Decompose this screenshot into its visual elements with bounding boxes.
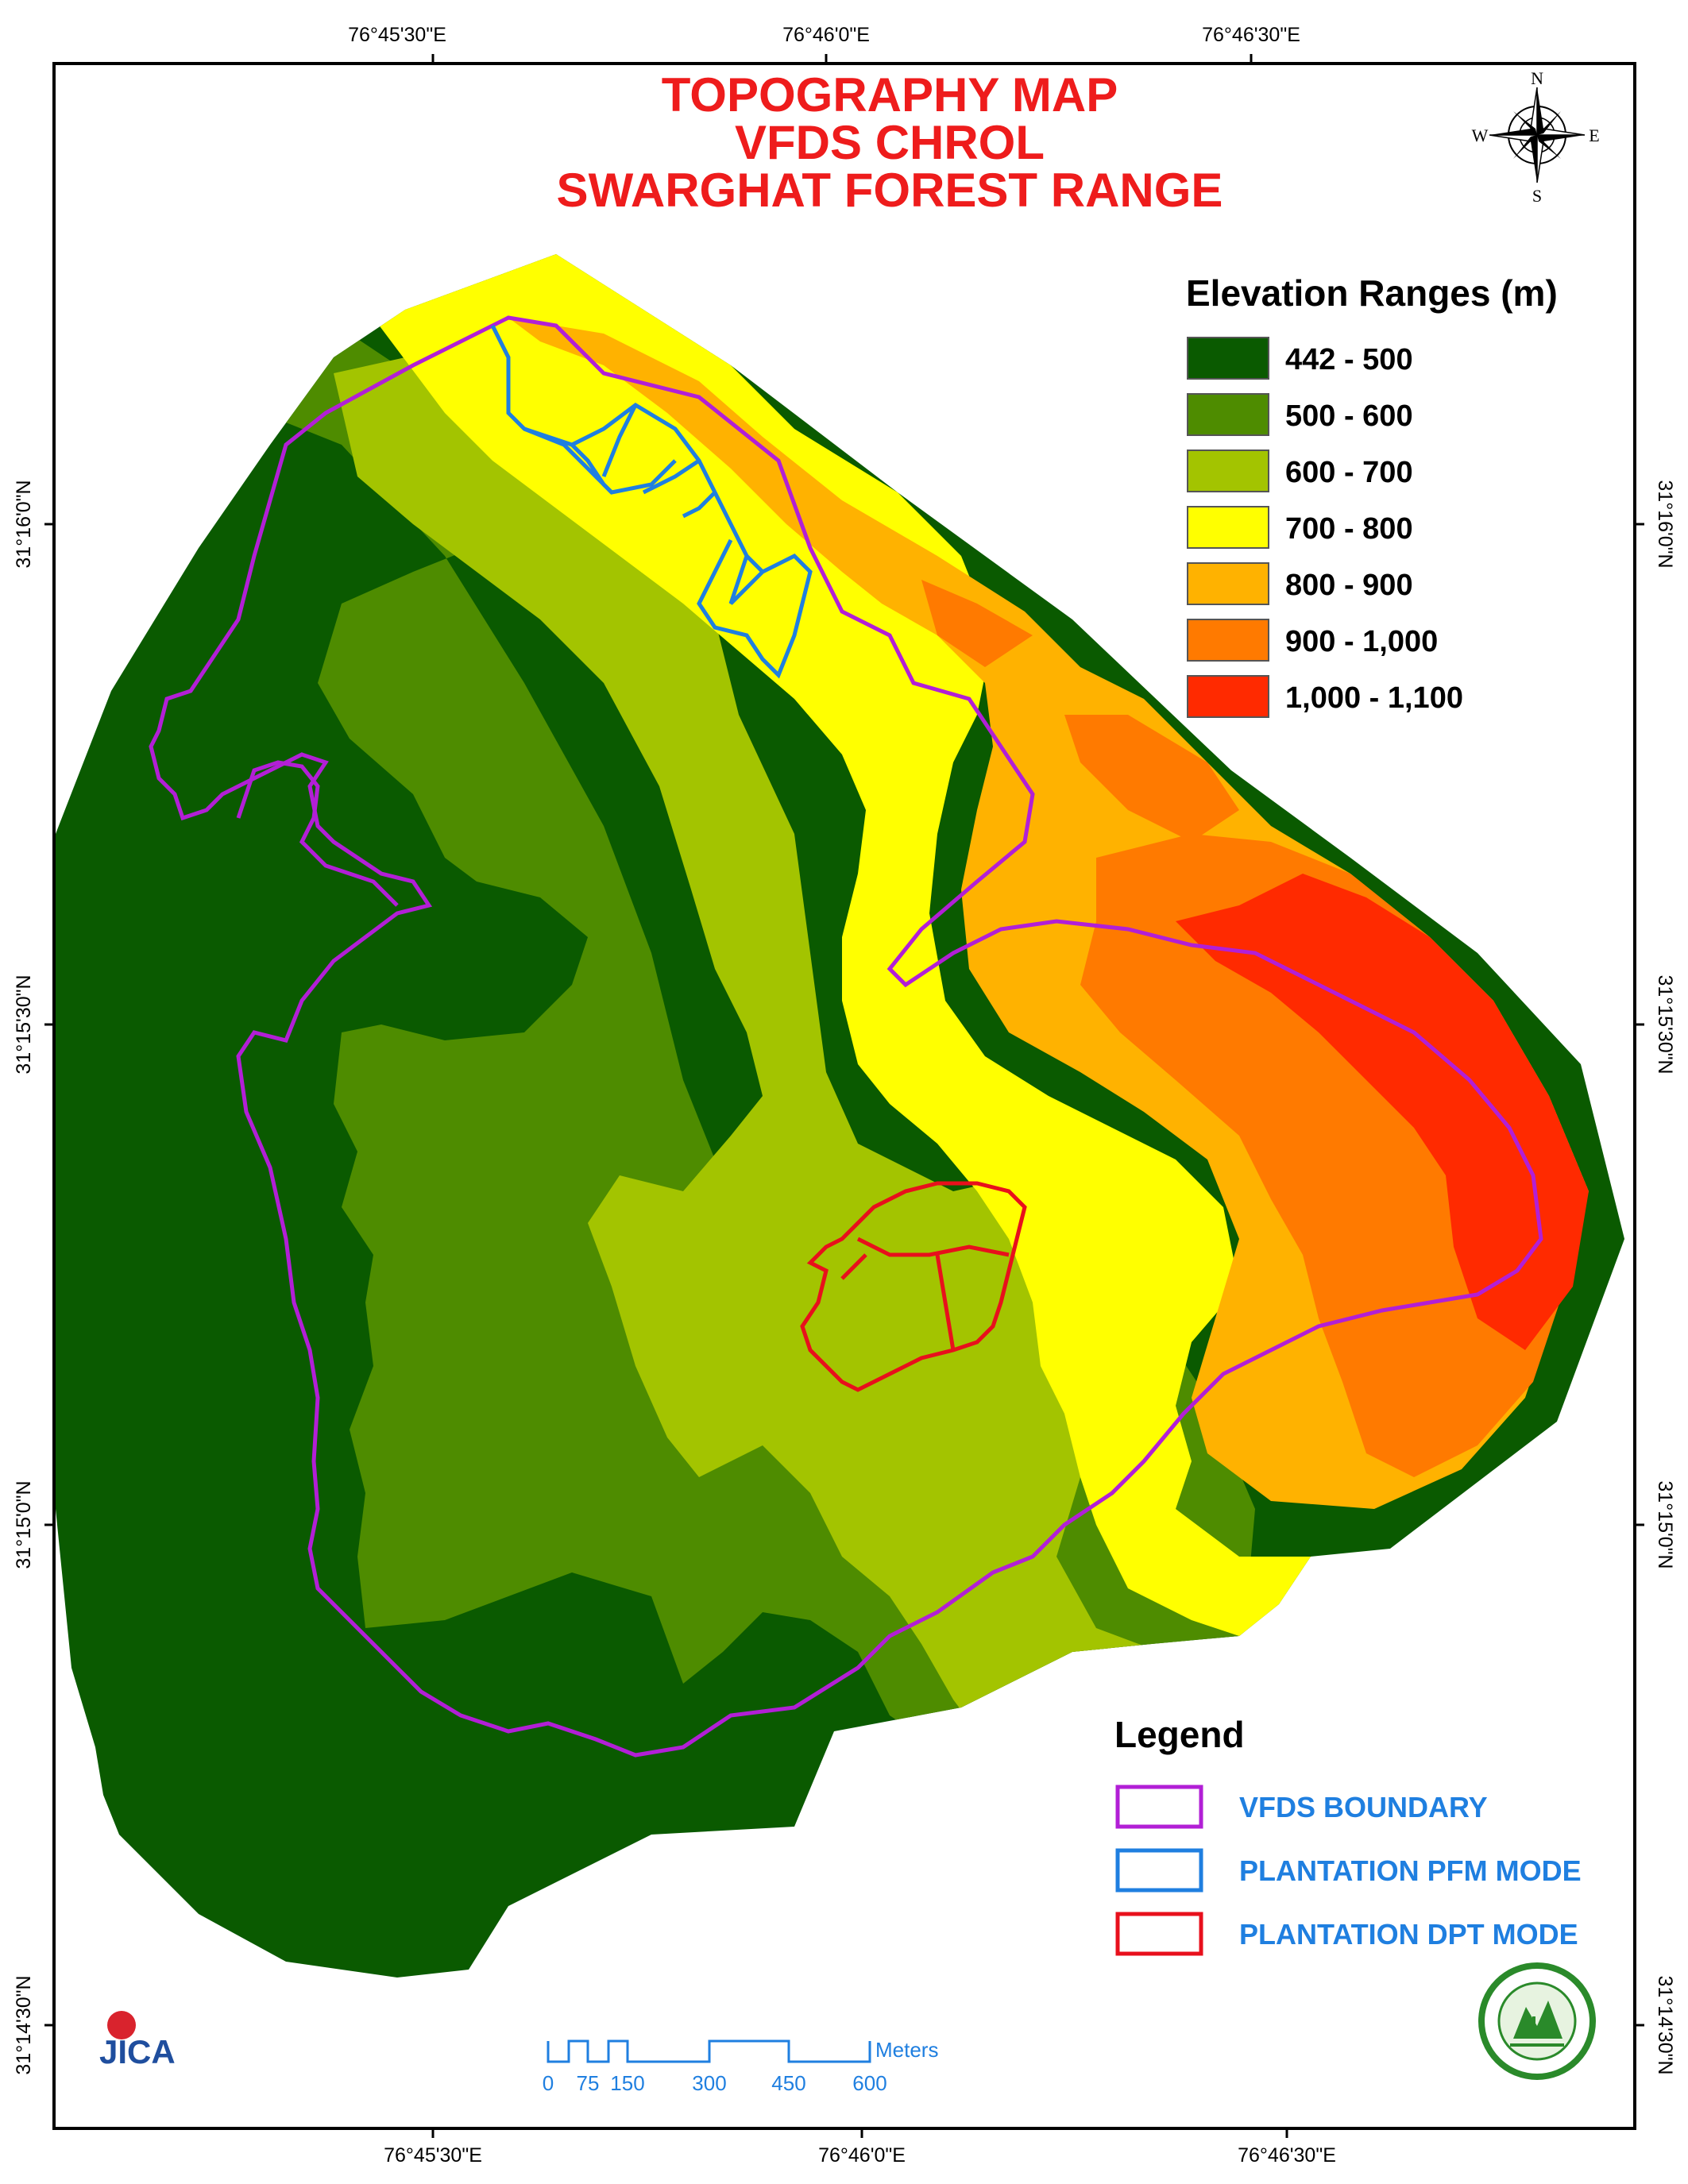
legend-label: PLANTATION PFM MODE — [1239, 1854, 1582, 1887]
scale-unit: Meters — [875, 2038, 938, 2062]
elevation-swatch — [1187, 393, 1269, 436]
elevation-legend-heading: Elevation Ranges (m) — [1186, 272, 1558, 314]
legend-swatch — [1115, 1785, 1203, 1829]
compass-n: N — [1531, 68, 1543, 88]
scale-tick-150: 150 — [610, 2071, 644, 2095]
compass-w: W — [1472, 125, 1489, 145]
zone-700-800 — [373, 254, 1366, 1652]
zone-900-1000 — [921, 580, 1589, 1477]
scale-bar: 0 75 150 300 450 600 Meters — [543, 2038, 939, 2095]
zone-1000-1100 — [1176, 874, 1589, 1350]
map-title: TOPOGRAPHY MAP VFDS CHROL SWARGHAT FORES… — [557, 68, 1223, 217]
scale-tick-0: 0 — [543, 2071, 554, 2095]
plantation-dpt — [800, 1181, 1027, 1392]
elevation-label: 600 - 700 — [1285, 456, 1413, 489]
legend-swatch — [1115, 1912, 1203, 1956]
graticule-bottom-1: 76°45'30"E — [384, 2144, 482, 2167]
north-arrow-icon: N S E W — [1472, 68, 1600, 206]
graticule-right-1: 31°16'0"N — [1654, 480, 1676, 568]
legend-label: VFDS BOUNDARY — [1239, 1791, 1488, 1823]
graticule-left-3: 31°15'0"N — [13, 1480, 35, 1569]
jica-logo: JICA — [99, 2011, 176, 2070]
graticule-right-4: 31°14'30"N — [1654, 1975, 1676, 2074]
scale-tick-450: 450 — [771, 2071, 805, 2095]
elevation-label: 800 - 900 — [1285, 569, 1413, 602]
graticule-ticks — [44, 54, 1644, 2138]
graticule-top-3: 76°46'30"E — [1202, 24, 1300, 46]
graticule-bottom-3: 76°46'30"E — [1238, 2144, 1336, 2167]
forest-department-seal-icon — [1478, 1962, 1596, 2080]
graticule-left-2: 31°15'30"N — [13, 974, 35, 1074]
compass-e: E — [1589, 125, 1599, 145]
elevation-swatch — [1187, 619, 1269, 662]
elevation-swatch — [1187, 675, 1269, 718]
title-line-2: VFDS CHROL — [735, 116, 1045, 169]
title-line-3: SWARGHAT FOREST RANGE — [557, 164, 1223, 217]
scale-tick-75: 75 — [577, 2071, 600, 2095]
vfds-boundary-inner — [236, 760, 399, 907]
elevation-label: 1,000 - 1,100 — [1285, 681, 1463, 715]
graticule-top-2: 76°46'0"E — [782, 24, 870, 46]
vfds-boundary — [149, 315, 1543, 1758]
legend-label: PLANTATION DPT MODE — [1239, 1918, 1578, 1951]
graticule-bottom-2: 76°46'0"E — [818, 2144, 906, 2167]
scale-tick-600: 600 — [852, 2071, 886, 2095]
elevation-legend: Elevation Ranges (m) 442 - 500 500 - 600 6… — [1186, 272, 1558, 718]
compass-s: S — [1532, 186, 1542, 206]
elevation-swatch — [1187, 562, 1269, 605]
scale-tick-300: 300 — [692, 2071, 726, 2095]
graticule-left-4: 31°14'30"N — [13, 1975, 35, 2074]
elevation-label: 900 - 1,000 — [1285, 625, 1438, 658]
elevation-label: 500 - 600 — [1285, 399, 1413, 433]
feature-legend: Legend VFDS BOUNDARY PLANTATION PFM MODE P… — [1114, 1714, 1582, 1956]
elevation-swatch — [1187, 450, 1269, 492]
graticule-top-1: 76°45'30"E — [348, 24, 446, 46]
jica-logo-text: JICA — [99, 2033, 176, 2070]
graticule-right-3: 31°15'0"N — [1654, 1480, 1676, 1569]
elevation-label: 442 - 500 — [1285, 343, 1413, 376]
title-line-1: TOPOGRAPHY MAP — [662, 68, 1118, 122]
graticule-left-1: 31°16'0"N — [13, 480, 35, 568]
elevation-swatch — [1187, 506, 1269, 549]
feature-legend-heading: Legend — [1114, 1714, 1245, 1755]
graticule-right-2: 31°15'30"N — [1654, 974, 1676, 1074]
zone-600-700 — [334, 341, 1192, 1811]
elevation-swatch — [1187, 337, 1269, 380]
legend-swatch — [1115, 1848, 1203, 1893]
elevation-label: 700 - 800 — [1285, 512, 1413, 546]
plantation-pfm — [490, 324, 813, 679]
